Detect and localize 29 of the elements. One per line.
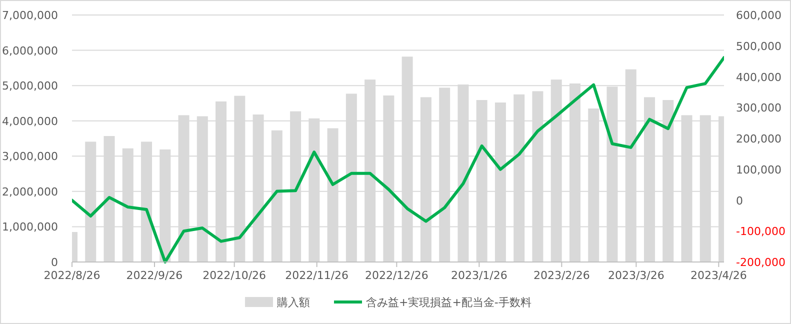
line-series xyxy=(72,56,724,264)
y-tick-label: 2,000,000 xyxy=(2,185,58,198)
legend-label: 含み益+実現損益+配当金-手数料 xyxy=(366,296,532,309)
x-tick-label: 2022/8/26 xyxy=(44,269,100,282)
x-tick-label: 2023/4/26 xyxy=(690,269,747,282)
y2-tick-label: -200,000 xyxy=(736,256,786,269)
y-tick-label: 3,000,000 xyxy=(2,150,58,164)
x-tick-label: 2023/2/26 xyxy=(533,269,590,282)
y2-tick-label: 100,000 xyxy=(736,163,782,176)
x-tick-label: 2022/10/26 xyxy=(202,269,266,282)
x-tick-label: 2022/9/26 xyxy=(126,269,183,282)
y2-tick-label: 400,000 xyxy=(736,70,782,84)
x-tick-label: 2023/1/26 xyxy=(450,269,508,282)
y2-tick-label: 200,000 xyxy=(736,132,782,146)
y2-tick-label: 0 xyxy=(736,194,743,208)
y-tick-label: 0 xyxy=(51,256,58,269)
y-tick-label: 6,000,000 xyxy=(2,44,58,58)
y-tick-label: 7,000,000 xyxy=(2,9,58,22)
y2-tick-label: 600,000 xyxy=(736,9,782,22)
x-tick-label: 2022/12/26 xyxy=(364,269,428,282)
y2-tick-label: -100,000 xyxy=(736,225,786,238)
y-tick-label: 5,000,000 xyxy=(2,80,58,93)
x-tick-label: 2022/11/26 xyxy=(285,269,349,282)
x-tick-label: 2023/3/26 xyxy=(608,269,664,282)
legend-label: 購入額 xyxy=(277,296,310,309)
y2-tick-label: 300,000 xyxy=(736,102,782,115)
y-tick-label: 4,000,000 xyxy=(2,114,58,128)
y2-tick-label: 500,000 xyxy=(736,40,782,53)
y-tick-label: 1,000,000 xyxy=(2,220,58,234)
